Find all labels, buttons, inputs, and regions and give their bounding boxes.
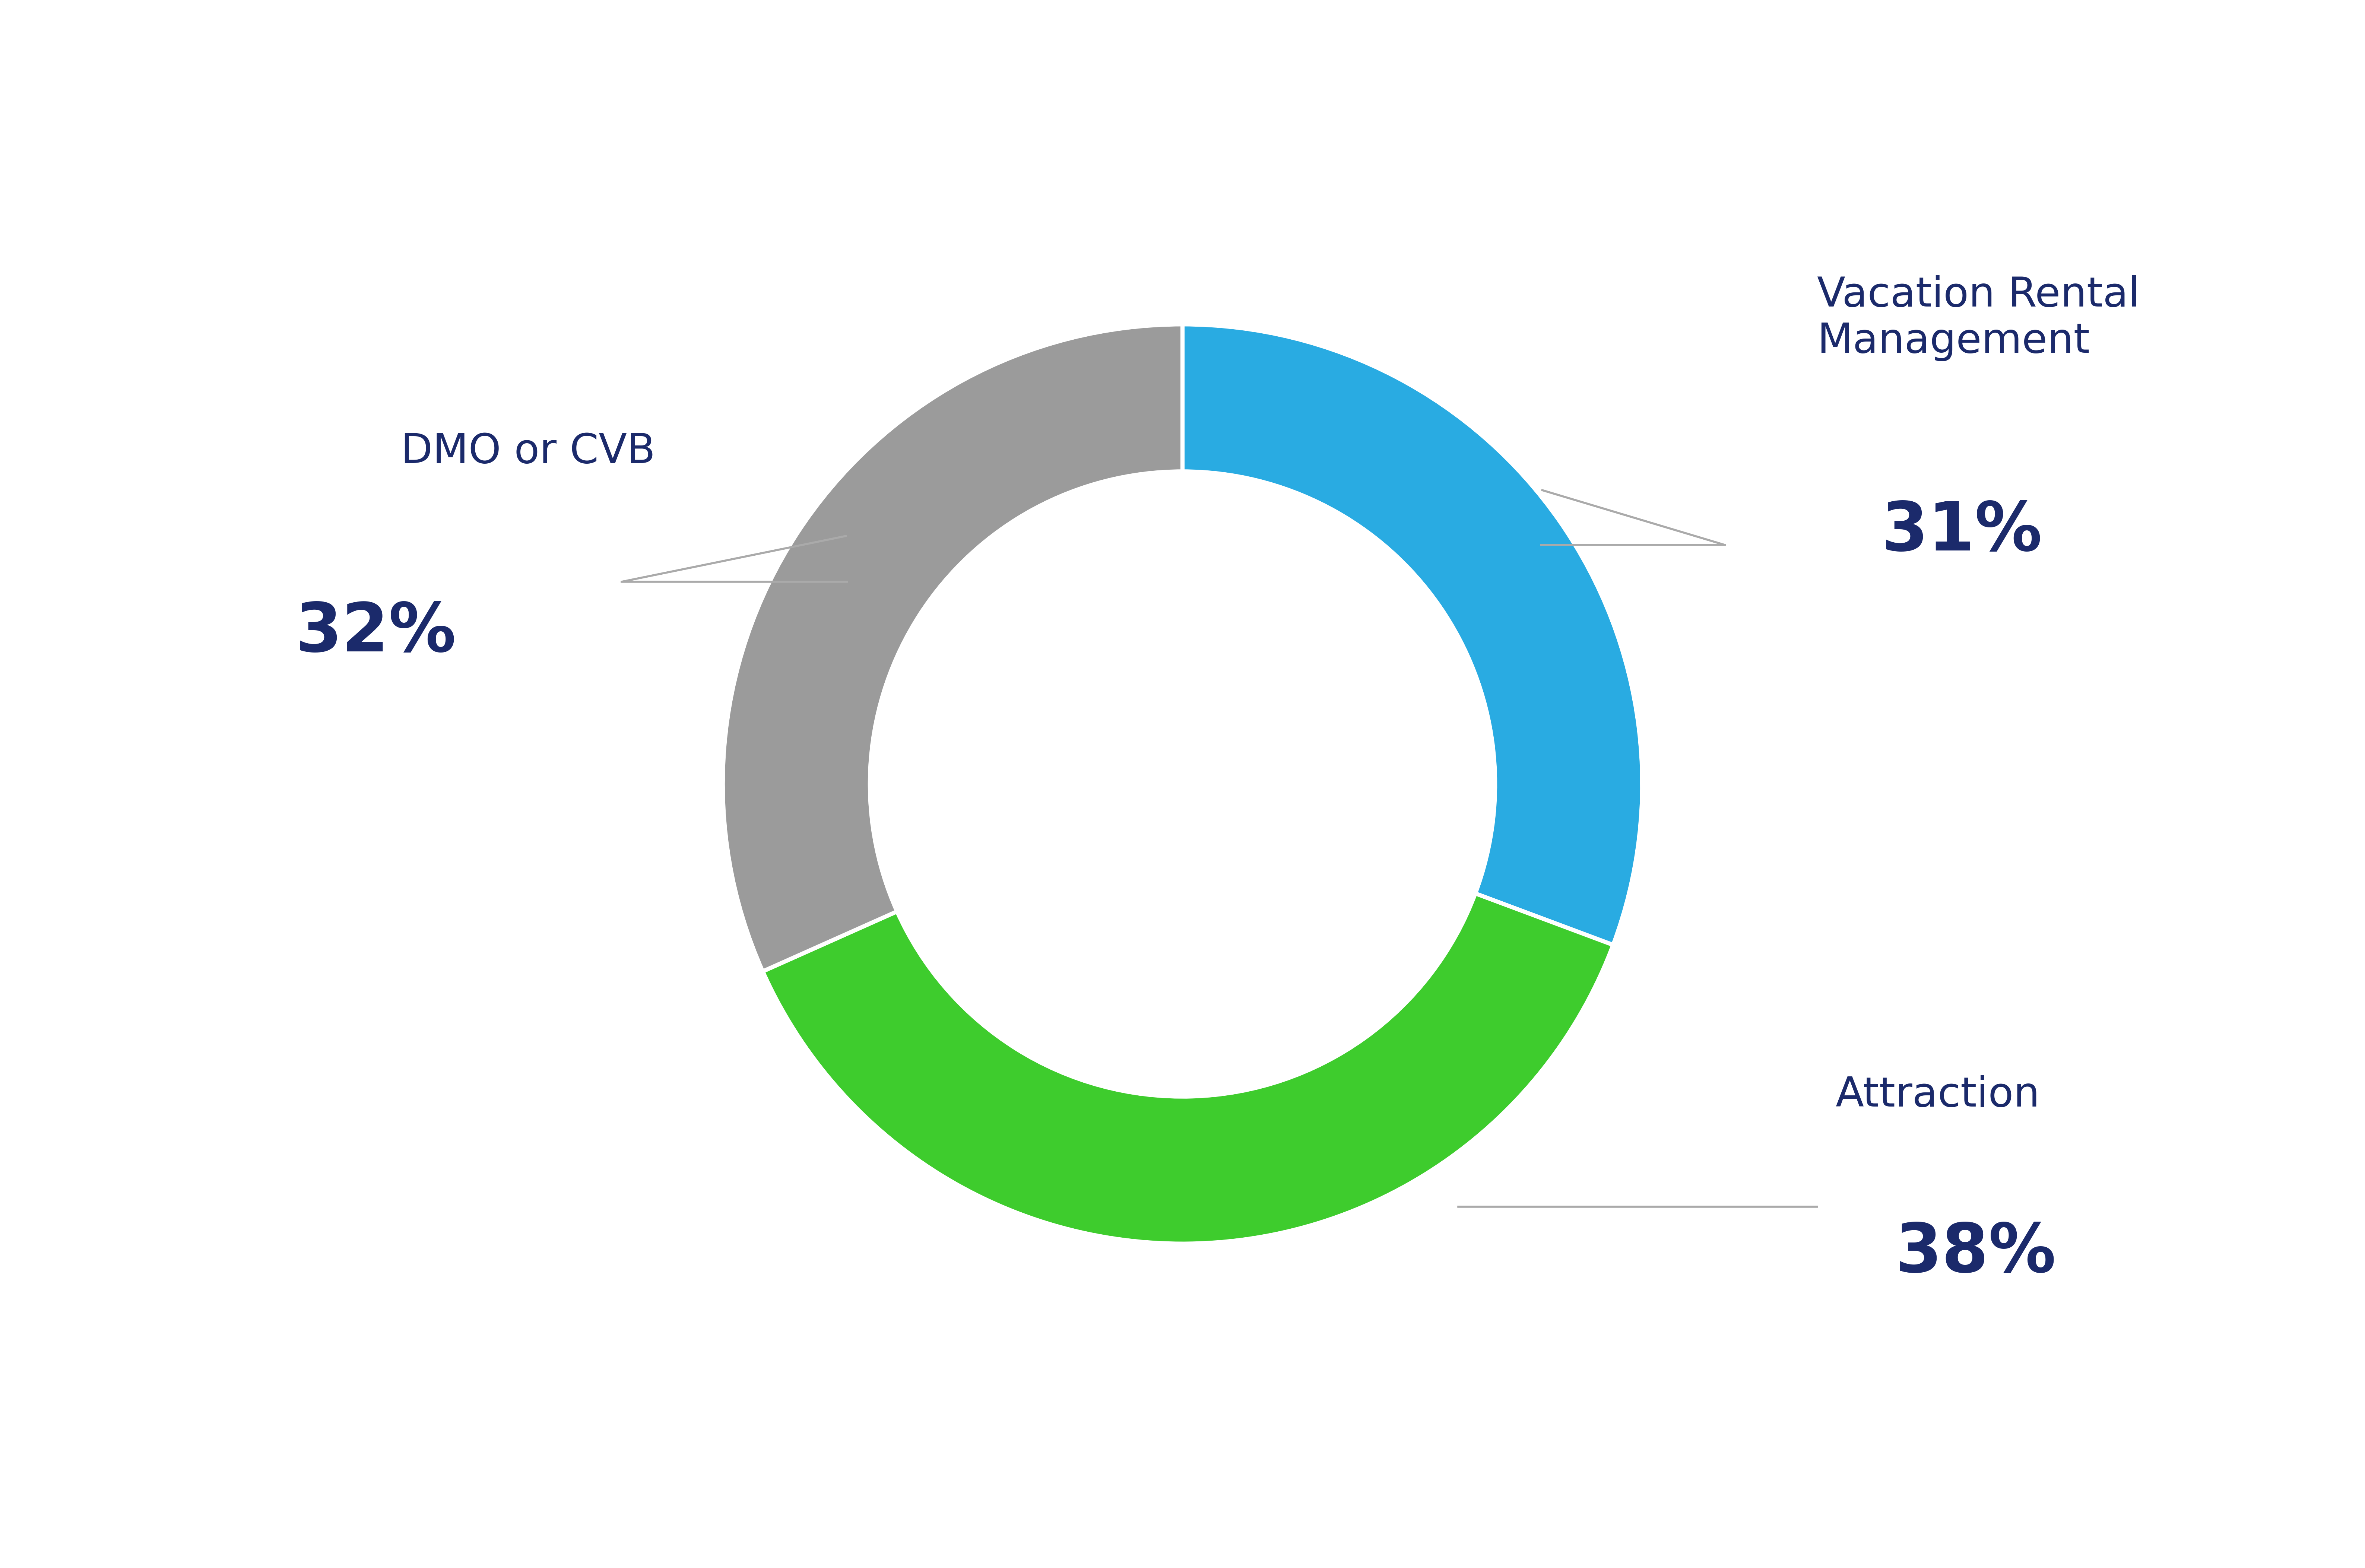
Text: Attraction: Attraction bbox=[1835, 1076, 2039, 1115]
Wedge shape bbox=[764, 894, 1613, 1243]
Text: 31%: 31% bbox=[1880, 499, 2043, 564]
Wedge shape bbox=[724, 325, 1182, 972]
Text: 32%: 32% bbox=[296, 601, 456, 666]
Text: 38%: 38% bbox=[1894, 1220, 2055, 1286]
Text: Vacation Rental
Management: Vacation Rental Management bbox=[1816, 274, 2140, 361]
Wedge shape bbox=[1182, 325, 1641, 946]
Text: DMO or CVB: DMO or CVB bbox=[402, 431, 655, 472]
